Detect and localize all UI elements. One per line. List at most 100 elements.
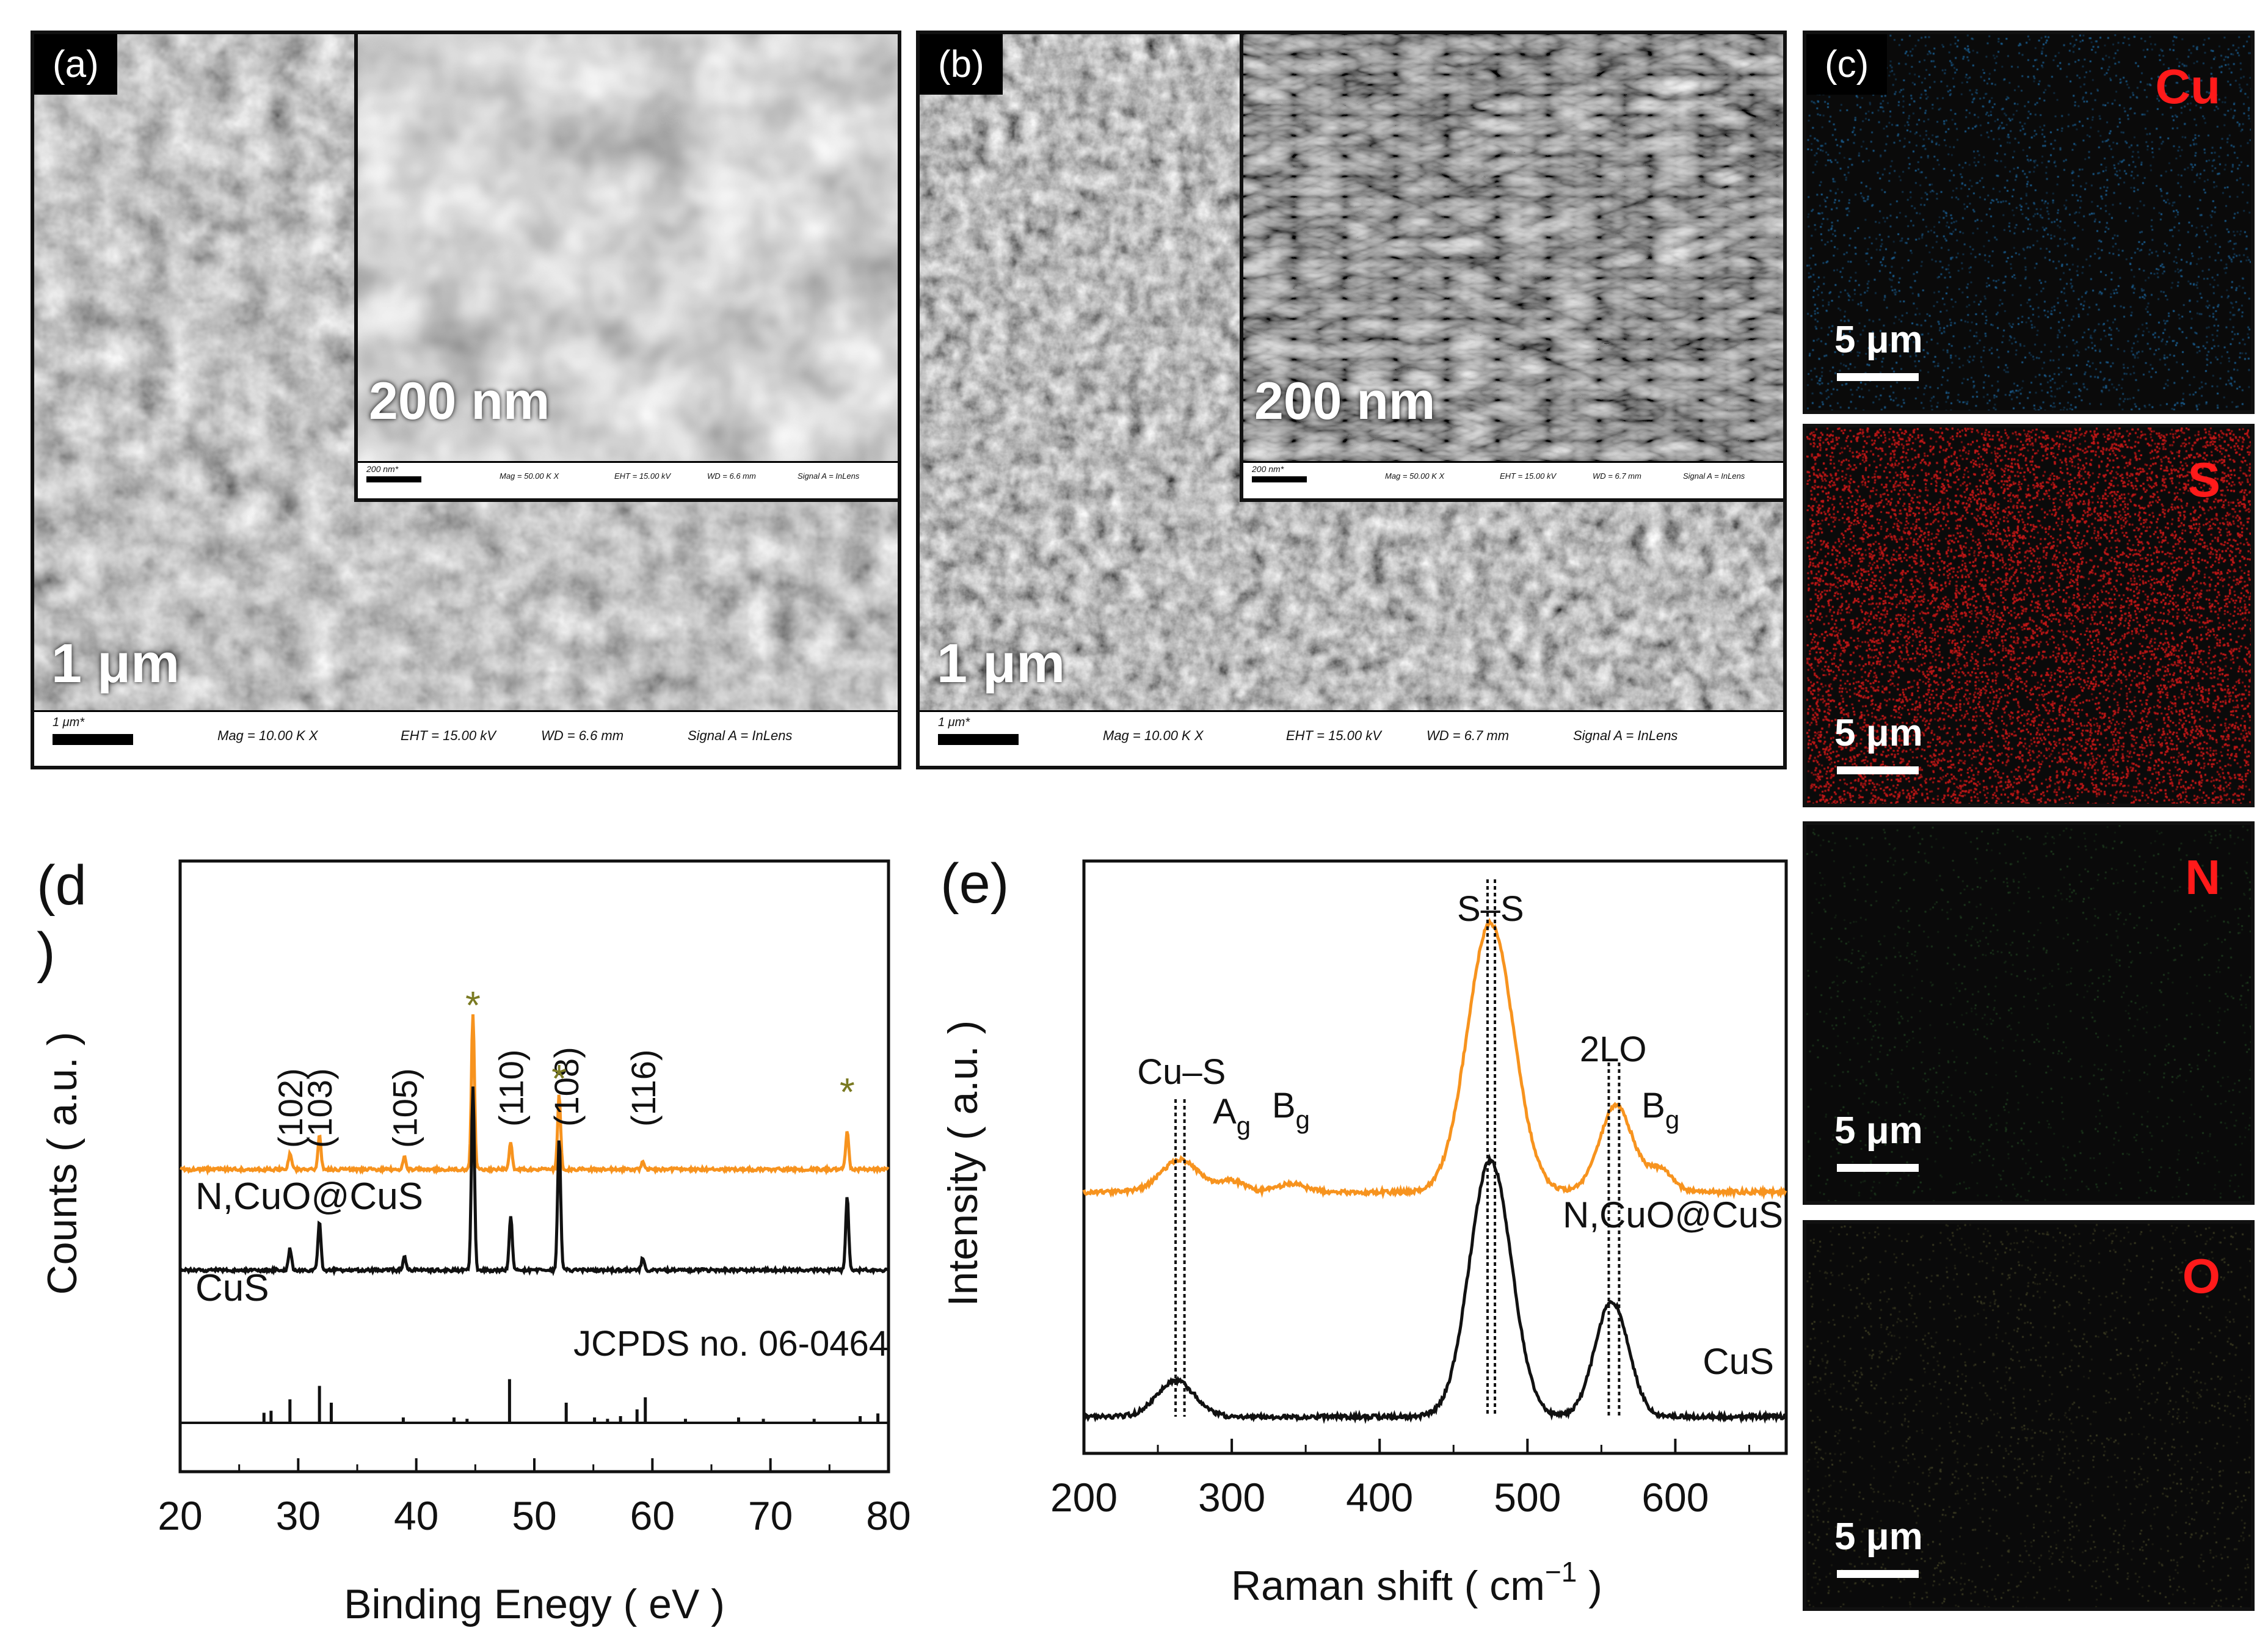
panel-label-e: (e) — [940, 852, 1009, 915]
eds-map-s: S 5 μm — [1803, 424, 2255, 807]
main-mag: Mag = 10.00 K X — [1103, 728, 1204, 743]
map-scale-label: 5 μm — [1834, 1110, 1923, 1152]
star-marker: * — [551, 1056, 567, 1100]
x-tick-label: 50 — [512, 1493, 556, 1538]
main-scale-text: 1 μm* — [53, 716, 85, 729]
map-scale-label: 5 μm — [1834, 712, 1923, 754]
x-tick-label: 400 — [1346, 1475, 1413, 1520]
peak-label-ag: Ag — [1213, 1092, 1251, 1140]
series-line — [180, 1014, 890, 1176]
series-line — [179, 1086, 890, 1277]
inset-info-bar: 200 nm* Mag = 50.00 K X EHT = 15.00 kV W… — [1243, 461, 1783, 498]
main-wd: WD = 6.7 mm — [1427, 728, 1510, 743]
series-label: CuS — [1703, 1341, 1774, 1382]
eds-map-n: N 5 μm — [1803, 821, 2255, 1205]
map-scale-bar — [1837, 1570, 1919, 1578]
star-marker: * — [465, 983, 481, 1027]
panel-label-b: (b) — [920, 34, 1003, 95]
x-tick-label: 30 — [276, 1493, 321, 1538]
map-scale-label: 5 μm — [1834, 319, 1923, 361]
series-label: N,CuO@CuS — [1563, 1194, 1783, 1235]
hkl-label: (108) — [547, 1047, 586, 1127]
main-scale-bar — [53, 734, 133, 745]
element-label: N — [2185, 850, 2220, 904]
main-scale-text: 1 μm* — [938, 716, 970, 729]
eds-map-dots — [1806, 427, 2251, 804]
peak-label-bg2: Bg — [1641, 1086, 1679, 1134]
x-tick-label: 500 — [1494, 1475, 1561, 1520]
x-axis-title: Binding Enegy ( eV ) — [344, 1581, 725, 1627]
sem-inset-image-b — [1243, 34, 1783, 498]
map-scale-bar — [1837, 373, 1919, 381]
star-marker: * — [840, 1070, 855, 1114]
series-label: CuS — [195, 1267, 269, 1309]
main-wd: WD = 6.6 mm — [541, 728, 624, 743]
peak-label-bg1: Bg — [1272, 1086, 1310, 1134]
series-line — [1082, 917, 1787, 1200]
x-tick-label: 600 — [1641, 1475, 1709, 1520]
inset-scale-label: 200 nm — [1254, 372, 1436, 431]
peak-label-ag-sub: g — [1237, 1111, 1251, 1140]
main-info-bar: 1 μm* Mag = 10.00 K X EHT = 15.00 kV WD … — [34, 710, 898, 766]
panel-label-d: (d ) — [37, 854, 87, 984]
peak-label-2lo: 2LO — [1580, 1030, 1647, 1069]
x-tick-label: 80 — [866, 1493, 910, 1538]
inset-scale-bar — [366, 476, 421, 482]
eds-map-dots — [1806, 1224, 2251, 1607]
plot-frame — [1082, 859, 1788, 1455]
series-line — [1082, 1153, 1786, 1425]
eds-map-dots — [1806, 34, 2251, 410]
hkl-label: (116) — [624, 1049, 663, 1127]
x-tick-label: 70 — [748, 1493, 793, 1538]
x-tick-label: 300 — [1198, 1475, 1265, 1520]
x-tick-label: 60 — [630, 1493, 675, 1538]
eds-map-dots — [1806, 825, 2251, 1201]
inset-eht: EHT = 15.00 kV — [1500, 471, 1557, 481]
inset-scale-bar — [1252, 476, 1307, 482]
x-tick-label: 40 — [394, 1493, 438, 1538]
main-scale-label: 1 μm — [51, 633, 180, 694]
sem-inset-a: 200 nm 200 nm* Mag = 50.00 K X EHT = 15.… — [354, 34, 898, 502]
inset-signal: Signal A = InLens — [798, 471, 860, 481]
inset-scale-text: 200 nm* — [1252, 464, 1284, 474]
sem-panel-a: 200 nm 200 nm* Mag = 50.00 K X EHT = 15.… — [31, 31, 901, 769]
peak-label-ss: S–S — [1457, 889, 1524, 929]
hkl-label: (110) — [492, 1049, 530, 1127]
hkl-label: (103) — [300, 1068, 339, 1148]
element-label: S — [2187, 452, 2220, 507]
hkl-label: (105) — [385, 1068, 424, 1148]
main-mag: Mag = 10.00 K X — [217, 728, 318, 743]
inset-wd: WD = 6.7 mm — [1593, 471, 1641, 481]
x-axis-title: Raman shift ( cm−1 ) — [1231, 1556, 1602, 1609]
main-scale-bar — [938, 734, 1019, 745]
reference-label: JCPDS no. 06-0464 — [573, 1324, 889, 1364]
inset-mag: Mag = 50.00 K X — [1385, 471, 1445, 481]
inset-signal: Signal A = InLens — [1683, 471, 1745, 481]
panel-label-a: (a) — [34, 34, 117, 95]
y-axis-title: Intensity ( a.u. ) — [940, 1020, 986, 1307]
hkl-label: (102) — [271, 1068, 310, 1148]
sem-panel-b: 200 nm 200 nm* Mag = 50.00 K X EHT = 15.… — [916, 31, 1787, 769]
panel-label-c: (c) — [1806, 34, 1888, 95]
x-axis-title-sup: −1 — [1545, 1556, 1577, 1588]
main-info-bar: 1 μm* Mag = 10.00 K X EHT = 15.00 kV WD … — [920, 710, 1783, 766]
main-signal: Signal A = InLens — [1573, 728, 1678, 743]
x-tick-label: 200 — [1050, 1475, 1118, 1520]
element-label: Cu — [2155, 59, 2220, 114]
eds-map-cu: (c) Cu 5 μm — [1803, 31, 2255, 414]
main-signal: Signal A = InLens — [688, 728, 793, 743]
sem-inset-image-a — [358, 34, 898, 498]
xrd-chart: 20 30 40 50 60 70 80 Binding Enegy ( eV ) Counts… — [39, 859, 911, 1627]
x-axis-title-end: ) — [1577, 1563, 1602, 1609]
map-scale-bar — [1837, 766, 1919, 774]
inset-mag: Mag = 50.00 K X — [500, 471, 559, 481]
raman-chart: 200 300 400 500 600 Raman shift ( cm−1 ) Inten… — [940, 859, 1788, 1609]
eds-map-o: O 5 μm — [1803, 1220, 2255, 1611]
peak-label-bg2-sub: g — [1665, 1105, 1679, 1134]
main-eht: EHT = 15.00 kV — [401, 728, 496, 743]
inset-scale-label: 200 nm — [369, 372, 550, 431]
peak-label-bg1-sub: g — [1296, 1105, 1310, 1134]
main-eht: EHT = 15.00 kV — [1286, 728, 1381, 743]
map-scale-label: 5 μm — [1834, 1516, 1923, 1558]
y-axis-title: Counts ( a.u. ) — [39, 1032, 85, 1295]
